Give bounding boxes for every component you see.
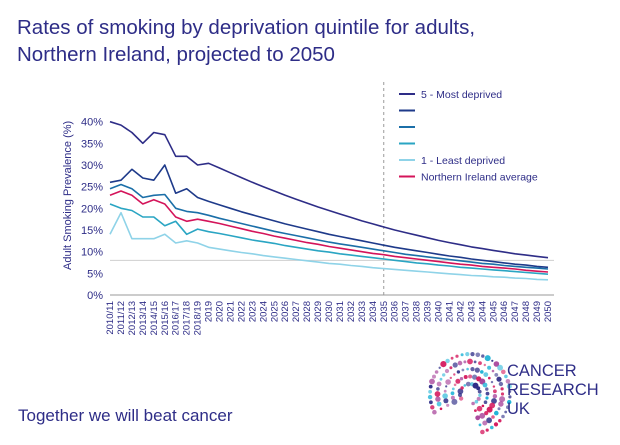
legend-label: Northern Ireland average — [421, 172, 538, 184]
y-tick-label: 15% — [81, 225, 103, 237]
chart-title-line-1: Rates of smoking by deprivation quintile… — [17, 16, 476, 39]
y-tick-label: 10% — [81, 247, 103, 259]
x-tick-label: 2038 — [412, 301, 423, 322]
x-tick-label: 2012/13 — [127, 301, 138, 335]
y-tick-label: 25% — [81, 182, 103, 194]
x-tick-label: 2014/15 — [149, 301, 160, 335]
x-tick-label: 2033 — [357, 301, 368, 322]
x-tick-label: 2045 — [488, 301, 499, 322]
logo-line-3: UK — [507, 400, 530, 418]
x-tick-label: 2044 — [477, 301, 488, 322]
x-tick-label: 2028 — [302, 301, 313, 322]
y-tick-label: 5% — [87, 268, 103, 280]
x-tick-label: 2020 — [215, 301, 226, 322]
x-tick-label: 2046 — [499, 301, 510, 322]
x-tick-label: 2030 — [324, 301, 335, 322]
y-tick-label: 35% — [81, 138, 103, 150]
x-tick-label: 2022 — [236, 301, 247, 322]
x-tick-label: 2024 — [258, 301, 269, 322]
x-tick-label: 2027 — [291, 301, 302, 322]
logo-wordmark: CANCER RESEARCH UK — [507, 362, 599, 419]
x-tick-label: 2042 — [455, 301, 466, 322]
y-tick-label: 20% — [81, 203, 103, 215]
y-tick-label: 40% — [81, 117, 103, 129]
x-tick-label: 2019 — [204, 301, 215, 322]
chart-title: Rates of smoking by deprivation quintile… — [17, 14, 577, 68]
x-tick-label: 2050 — [543, 301, 554, 322]
x-tick-label: 2043 — [466, 301, 477, 322]
x-tick-label: 2049 — [532, 301, 543, 322]
legend-label: 5 - Most deprived — [421, 89, 502, 101]
series-line-6 — [109, 190, 549, 273]
x-tick-label: 2013/14 — [138, 301, 149, 335]
cancer-research-uk-logo-icon — [427, 352, 512, 435]
x-tick-label: 2025 — [269, 301, 280, 322]
series-line-4 — [109, 203, 549, 275]
x-tick-label: 2034 — [368, 301, 379, 322]
chart-legend: 5 - Most deprived 1 - Least deprived North… — [399, 89, 538, 184]
x-tick-label: 2036 — [390, 301, 401, 322]
series-line-3 — [109, 183, 549, 270]
x-tick-label: 2040 — [434, 301, 445, 322]
tagline: Together we will beat cancer — [18, 406, 233, 425]
y-tick-label: 0% — [87, 290, 103, 302]
x-tick-label: 2031 — [335, 301, 346, 322]
logo-line-2: RESEARCH — [507, 381, 599, 399]
series-line-2 — [109, 164, 549, 269]
series-line-5 — [109, 211, 549, 281]
chart-series-lines — [109, 120, 549, 281]
x-tick-label: 2011/12 — [116, 301, 127, 335]
x-tick-label: 2037 — [401, 301, 412, 322]
x-tick-label: 2016/17 — [171, 301, 182, 335]
x-axis-ticks: 2010/11 2011/12 2012/13 2013/14 2014/15 2015/… — [105, 301, 554, 335]
x-tick-label: 2032 — [346, 301, 357, 322]
x-tick-label: 2018/19 — [193, 301, 204, 335]
x-tick-label: 2015/16 — [160, 301, 171, 335]
x-tick-label: 2010/11 — [105, 301, 116, 335]
y-axis-label: Adult Smoking Prevalence (%) — [62, 121, 74, 270]
legend-label: 1 - Least deprived — [421, 155, 505, 167]
x-tick-label: 2048 — [521, 301, 532, 322]
x-tick-label: 2029 — [313, 301, 324, 322]
chart-title-line-2: Northern Ireland, projected to 2050 — [17, 43, 335, 66]
x-tick-label: 2039 — [423, 301, 434, 322]
y-tick-label: 30% — [81, 160, 103, 172]
y-axis-ticks: 0% 5% 10% 15% 20% 25% 30% 35% 40% — [81, 117, 103, 302]
x-tick-label: 2035 — [379, 301, 390, 322]
x-tick-label: 2021 — [225, 301, 236, 322]
x-tick-label: 2047 — [510, 301, 521, 322]
series-line-1 — [109, 120, 549, 259]
x-tick-label: 2017/18 — [182, 301, 193, 335]
x-tick-label: 2023 — [247, 301, 258, 322]
x-tick-label: 2026 — [280, 301, 291, 322]
logo-line-1: CANCER — [507, 362, 577, 380]
x-tick-label: 2041 — [444, 301, 455, 322]
